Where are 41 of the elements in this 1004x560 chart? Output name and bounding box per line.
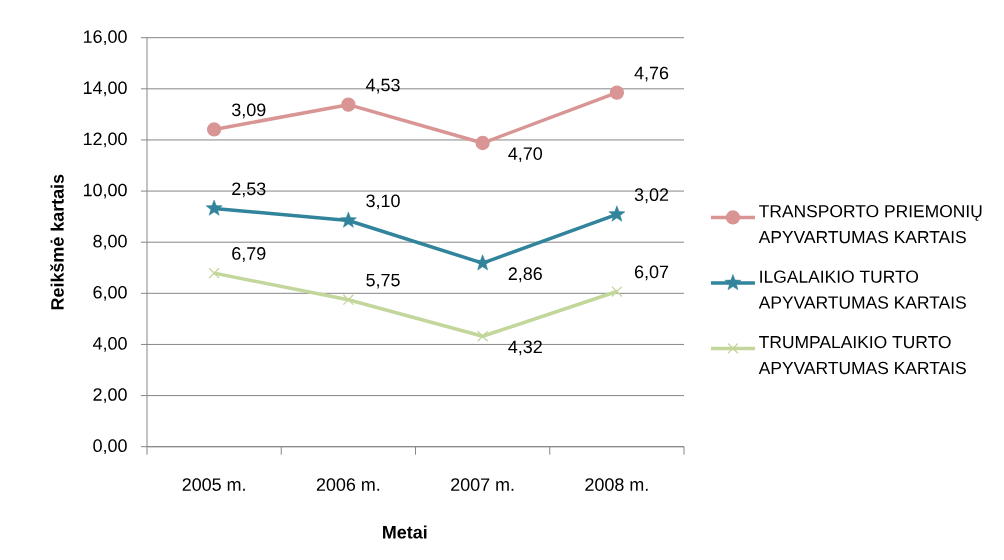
point	[342, 294, 354, 306]
data-label: 5,75	[366, 273, 400, 289]
y-tick-label: 0,00	[93, 439, 127, 455]
legend-label: TRANSPORTO PRIEMONIŲ APYVARTUMAS KARTAIS	[758, 205, 982, 244]
data-label: 6,79	[232, 247, 266, 262]
annotation: 3,10	[366, 194, 400, 210]
point	[208, 267, 220, 279]
annotation: 2,53	[232, 182, 266, 198]
y-tick-label: 6,00	[93, 285, 127, 301]
point	[611, 285, 623, 298]
x-tick-label: 2008 m.	[585, 478, 648, 491]
point	[608, 205, 626, 222]
point	[340, 211, 357, 228]
x-tick-label: 2006 m.	[316, 478, 380, 491]
point	[609, 85, 625, 100]
legend-label: TRUMPALAIKIO TURTO APYVARTUMAS KARTAIS	[758, 335, 966, 375]
x-tick-label: 2007 m.	[451, 478, 514, 491]
x-tick-label: 2005 m.	[182, 478, 245, 491]
point	[477, 330, 489, 342]
point	[475, 135, 490, 151]
x-axis-title: Metai	[383, 525, 427, 539]
point	[205, 199, 223, 216]
y-axis-title: Reikšmė kartais	[50, 174, 64, 310]
y-tick-label: 4,00	[92, 337, 127, 352]
point	[206, 122, 222, 137]
annotation: 3,02	[634, 188, 669, 204]
y-tick-label: 16,00	[83, 30, 127, 46]
annotation: 4,76	[634, 66, 669, 82]
y-tick-label: 8,00	[93, 234, 127, 250]
y-tick-label: 12,00	[83, 132, 127, 148]
point	[341, 97, 356, 112]
annotation: 3,09	[232, 103, 266, 119]
y-tick-label: 10,00	[83, 183, 127, 199]
annotation: 2,86	[508, 267, 542, 283]
annotation: 4,70	[508, 147, 543, 163]
y-tick-label: 2,00	[93, 388, 127, 403]
data-label: 6,07	[634, 265, 669, 281]
annotation: 4,53	[365, 78, 400, 94]
data-label: 4,32	[508, 340, 542, 356]
y-tick-label: 14,00	[83, 81, 127, 97]
legend-label: ILGALAIKIO TURTO APYVARTUMAS KARTAIS	[758, 270, 966, 309]
